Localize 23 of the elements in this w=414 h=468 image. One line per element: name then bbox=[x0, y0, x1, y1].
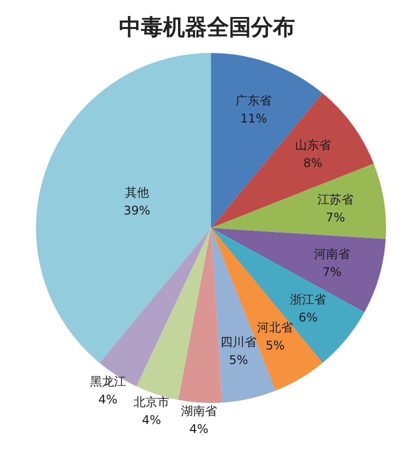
slice-label: 浙江省 bbox=[290, 292, 326, 306]
data-label: 11% bbox=[240, 111, 268, 126]
slice-label: 四川省 bbox=[220, 334, 256, 349]
slice-label: 河北省 bbox=[257, 320, 294, 334]
data-label: 5% bbox=[266, 338, 285, 352]
data-label: 39% bbox=[124, 203, 150, 218]
data-label: 4% bbox=[142, 413, 162, 428]
slice-label: 河南省 bbox=[314, 247, 350, 262]
data-label: 8% bbox=[303, 156, 322, 170]
chart-title: 中毒机器全国分布 bbox=[119, 16, 295, 40]
slice-label: 广东省 bbox=[236, 93, 272, 108]
slice-label: 黑龙江 bbox=[90, 374, 126, 389]
data-label: 4% bbox=[189, 422, 208, 436]
slice-label: 其他 bbox=[124, 185, 149, 200]
slice-label: 北京市 bbox=[134, 395, 170, 410]
slice-label: 山东省 bbox=[294, 138, 331, 152]
slice-label: 湖南省 bbox=[180, 404, 217, 418]
data-label: 7% bbox=[322, 265, 342, 280]
data-label: 5% bbox=[228, 352, 248, 367]
data-label: 6% bbox=[298, 310, 318, 324]
data-label: 7% bbox=[326, 210, 345, 224]
data-label: 4% bbox=[98, 392, 118, 407]
slice-label: 江苏省 bbox=[317, 192, 354, 206]
